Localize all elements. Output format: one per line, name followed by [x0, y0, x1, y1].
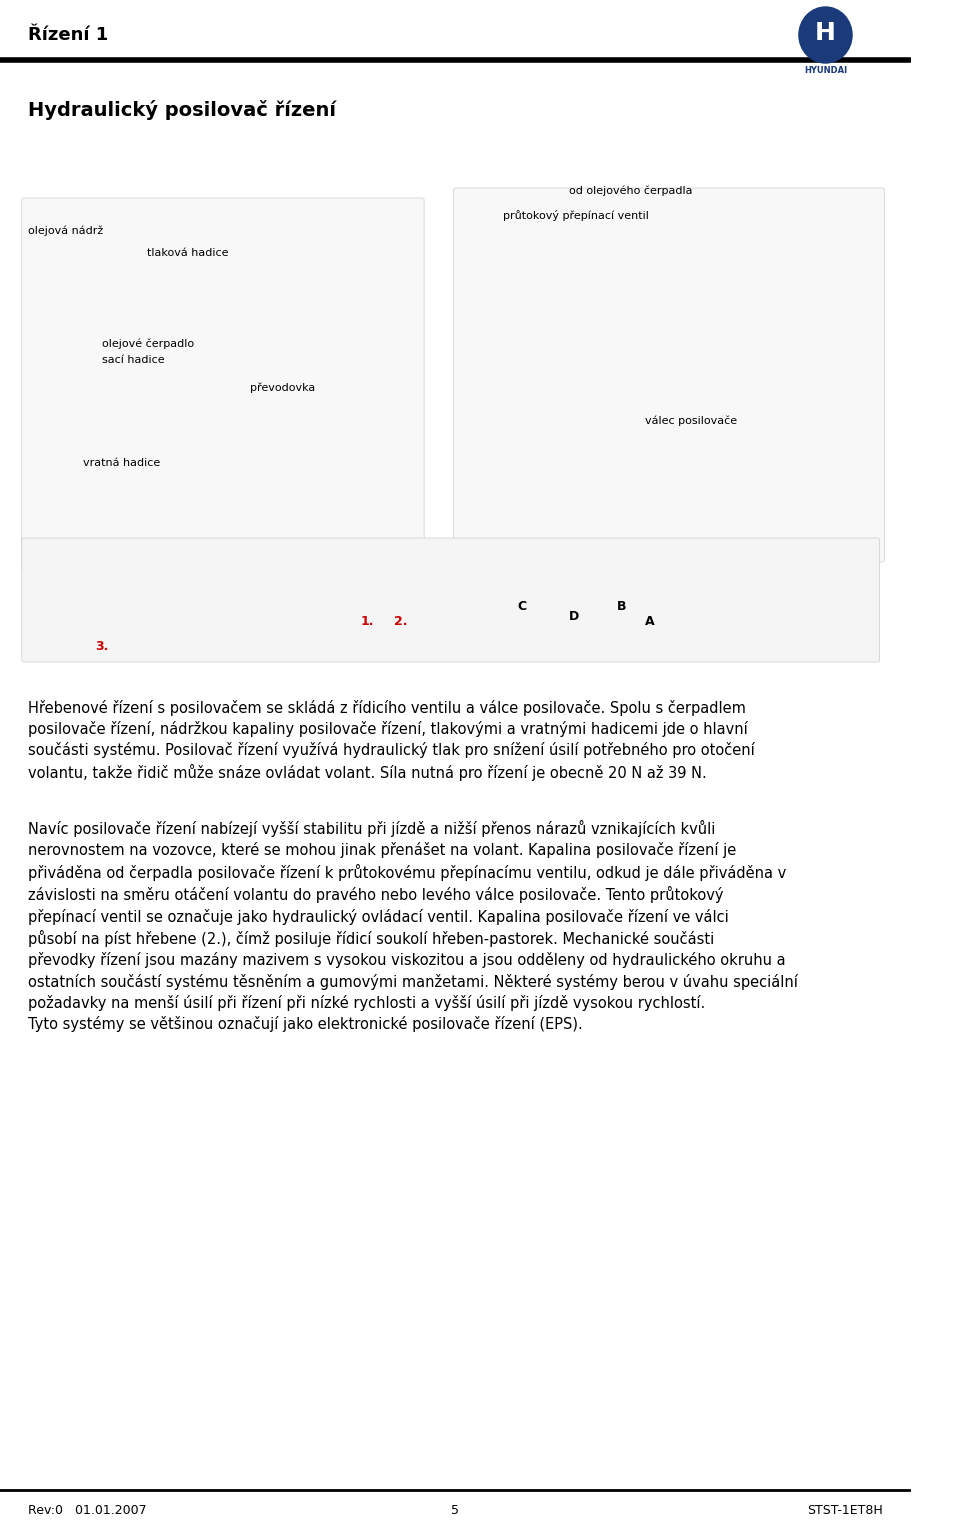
Text: A: A [645, 615, 655, 627]
Text: olejové čerpadlo: olejové čerpadlo [103, 338, 195, 349]
Text: vratná hadice: vratná hadice [84, 457, 160, 468]
Text: válec posilovače: válec posilovače [645, 415, 737, 425]
Text: Hydraulický posilovač řízení: Hydraulický posilovač řízení [29, 99, 336, 119]
Text: Rev:0   01.01.2007: Rev:0 01.01.2007 [29, 1504, 147, 1516]
Circle shape [799, 8, 852, 63]
Text: D: D [569, 610, 580, 623]
Text: sací hadice: sací hadice [103, 355, 165, 366]
Text: STST-1ET8H: STST-1ET8H [806, 1504, 882, 1516]
Text: 2.: 2. [394, 615, 407, 627]
FancyBboxPatch shape [22, 539, 879, 662]
FancyBboxPatch shape [22, 197, 424, 572]
Text: průtokový přepínací ventil: průtokový přepínací ventil [503, 210, 649, 220]
Text: B: B [616, 600, 626, 614]
Text: 3.: 3. [95, 640, 108, 653]
Text: HYUNDAI: HYUNDAI [804, 66, 847, 75]
Text: olejová nádrž: olejová nádrž [29, 225, 104, 236]
Text: C: C [517, 600, 526, 614]
Text: 5: 5 [451, 1504, 460, 1516]
FancyBboxPatch shape [453, 188, 884, 562]
Text: Hřebenové řízení s posilovačem se skládá z řídicího ventilu a válce posilovače. : Hřebenové řízení s posilovačem se skládá… [29, 701, 756, 780]
Text: od olejového čerpadla: od olejového čerpadla [569, 185, 693, 196]
Text: 1.: 1. [361, 615, 374, 627]
Text: H: H [815, 21, 836, 44]
Text: Řízení 1: Řízení 1 [29, 26, 108, 44]
Text: převodovka: převodovka [250, 382, 315, 393]
Text: Navíc posilovače řízení nabízejí vyšší stabilitu při jízdě a nižší přenos nárazů: Navíc posilovače řízení nabízejí vyšší s… [29, 820, 799, 1033]
Text: tlaková hadice: tlaková hadice [147, 248, 228, 259]
